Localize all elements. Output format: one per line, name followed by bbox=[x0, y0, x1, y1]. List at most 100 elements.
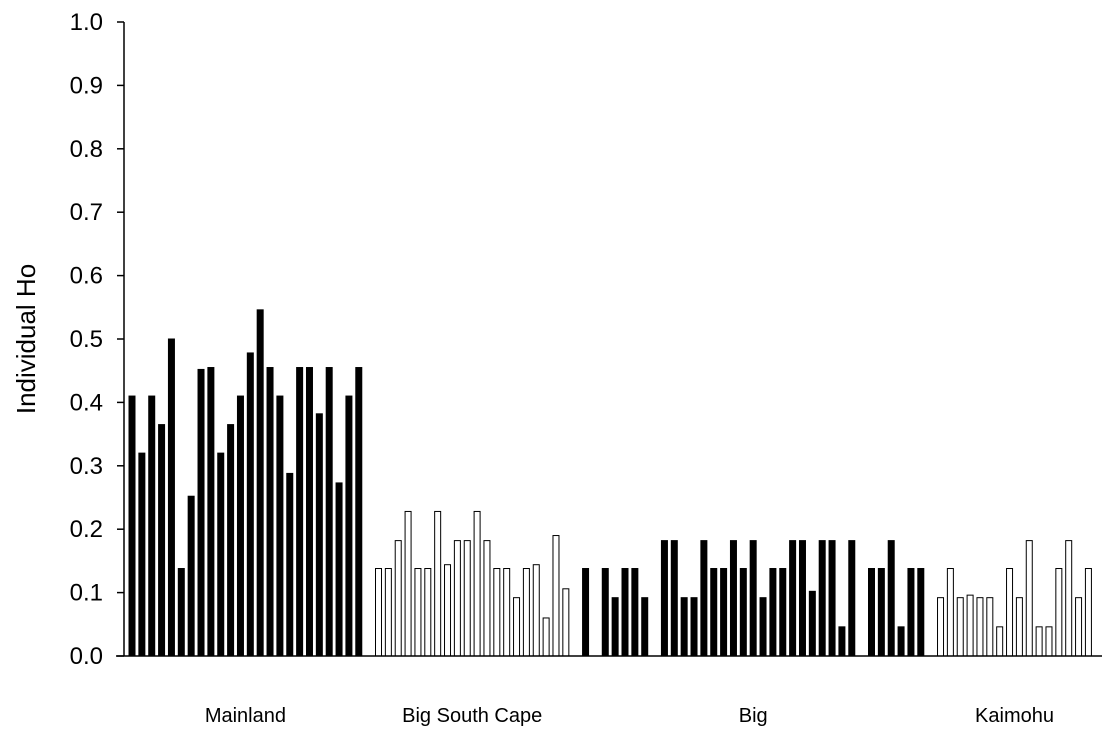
bar-big-10 bbox=[670, 540, 678, 657]
bar-mainland-18 bbox=[296, 367, 304, 657]
bar-big-22 bbox=[789, 540, 797, 657]
bar-big-19 bbox=[759, 597, 767, 657]
bar-mainland-10 bbox=[217, 452, 225, 657]
bar-big-south-cape-6 bbox=[424, 568, 432, 657]
bar-mainland-24 bbox=[355, 367, 363, 657]
bar-mainland-12 bbox=[236, 395, 244, 657]
bars-layer bbox=[128, 309, 1092, 657]
y-tick-label: 0.1 bbox=[70, 580, 103, 607]
bar-big-24 bbox=[808, 590, 816, 657]
bar-kaimohu-14 bbox=[1065, 540, 1073, 657]
bar-big-south-cape-11 bbox=[473, 510, 481, 657]
bar-big-16 bbox=[729, 540, 737, 657]
bar-big-30 bbox=[868, 568, 875, 657]
bar-big-32 bbox=[887, 540, 895, 657]
bar-big-5 bbox=[621, 568, 629, 657]
y-tick-label: 0.7 bbox=[70, 199, 103, 226]
bar-kaimohu-1 bbox=[937, 597, 945, 657]
bar-mainland-9 bbox=[207, 367, 215, 657]
group-label-mainland: Mainland bbox=[205, 705, 286, 727]
bar-big-25 bbox=[818, 540, 826, 657]
bar-big-21 bbox=[779, 568, 787, 657]
bar-big-7 bbox=[641, 597, 649, 657]
bar-big-south-cape-5 bbox=[414, 568, 422, 657]
y-axis-title: Individual Ho bbox=[11, 264, 41, 414]
axes-layer bbox=[116, 21, 1102, 657]
bar-big-20 bbox=[769, 568, 777, 657]
bar-big-17 bbox=[739, 568, 747, 657]
bar-big-35 bbox=[917, 568, 925, 657]
bar-big-south-cape-12 bbox=[483, 540, 491, 657]
bar-big-14 bbox=[710, 568, 718, 657]
bar-kaimohu-4 bbox=[966, 594, 974, 657]
bar-big-6 bbox=[631, 568, 639, 657]
bar-mainland-8 bbox=[197, 368, 205, 657]
bar-big-south-cape-4 bbox=[404, 510, 412, 657]
bar-big-south-cape-17 bbox=[532, 564, 540, 657]
bar-big-33 bbox=[897, 626, 905, 657]
bar-big-south-cape-8 bbox=[444, 564, 452, 657]
bar-kaimohu-15 bbox=[1075, 597, 1083, 657]
bar-big-south-cape-10 bbox=[463, 540, 471, 657]
group-label-big-south-cape: Big South Cape bbox=[402, 705, 542, 727]
bar-mainland-5 bbox=[167, 338, 175, 657]
bar-big-south-cape-1 bbox=[375, 568, 382, 657]
bar-big-23 bbox=[798, 540, 806, 657]
bar-kaimohu-9 bbox=[1015, 597, 1023, 657]
bar-big-south-cape-19 bbox=[552, 535, 560, 657]
bar-mainland-11 bbox=[227, 424, 235, 657]
bar-kaimohu-3 bbox=[956, 597, 964, 657]
bar-big-26 bbox=[828, 540, 836, 657]
bar-mainland-2 bbox=[138, 452, 146, 657]
bar-big-south-cape-18 bbox=[542, 617, 550, 657]
bar-big-south-cape-2 bbox=[384, 568, 392, 657]
bar-big-south-cape-14 bbox=[503, 568, 511, 657]
bar-big-south-cape-13 bbox=[493, 568, 501, 657]
y-tick-label: 0.9 bbox=[70, 72, 103, 99]
bar-big-south-cape-15 bbox=[513, 597, 521, 657]
bar-big-3 bbox=[601, 568, 609, 657]
y-tick-label: 0.3 bbox=[70, 453, 103, 480]
bar-kaimohu-7 bbox=[996, 626, 1004, 657]
group-label-kaimohu: Kaimohu bbox=[975, 705, 1054, 727]
bar-kaimohu-13 bbox=[1055, 568, 1063, 657]
bar-mainland-13 bbox=[246, 352, 254, 657]
bar-mainland-23 bbox=[345, 395, 353, 657]
bar-big-15 bbox=[720, 568, 728, 657]
bar-mainland-17 bbox=[286, 472, 294, 657]
bar-big-south-cape-7 bbox=[434, 510, 442, 657]
bar-big-34 bbox=[907, 568, 915, 657]
bar-big-28 bbox=[848, 540, 856, 657]
bar-mainland-3 bbox=[148, 395, 156, 657]
bar-kaimohu-8 bbox=[1006, 568, 1014, 657]
bar-kaimohu-2 bbox=[946, 568, 954, 657]
bar-big-1 bbox=[582, 568, 590, 657]
bar-mainland-1 bbox=[128, 395, 136, 657]
bar-mainland-7 bbox=[187, 495, 195, 657]
bar-big-south-cape-9 bbox=[453, 540, 461, 657]
bar-kaimohu-11 bbox=[1035, 626, 1043, 657]
bar-mainland-21 bbox=[325, 367, 333, 657]
bar-big-18 bbox=[749, 540, 757, 657]
bar-big-south-cape-16 bbox=[522, 568, 530, 657]
y-tick-label: 0.0 bbox=[70, 643, 103, 670]
y-tick-label: 1.0 bbox=[70, 9, 103, 36]
bar-mainland-15 bbox=[266, 367, 274, 657]
bar-mainland-19 bbox=[305, 367, 313, 657]
bar-kaimohu-16 bbox=[1084, 568, 1092, 657]
bar-mainland-14 bbox=[256, 309, 264, 657]
bar-mainland-4 bbox=[158, 424, 166, 657]
bar-big-4 bbox=[611, 597, 619, 657]
y-tick-label: 0.2 bbox=[70, 516, 103, 543]
bar-big-south-cape-3 bbox=[394, 540, 402, 657]
y-tick-label: 0.5 bbox=[70, 326, 103, 353]
bar-mainland-16 bbox=[276, 395, 284, 657]
bar-mainland-22 bbox=[335, 482, 343, 657]
y-tick-label: 0.8 bbox=[70, 136, 103, 163]
y-tick-label: 0.4 bbox=[70, 389, 103, 416]
bar-big-12 bbox=[690, 597, 698, 657]
bar-kaimohu-5 bbox=[976, 597, 984, 657]
bar-big-11 bbox=[680, 597, 688, 657]
bar-kaimohu-6 bbox=[986, 597, 994, 657]
